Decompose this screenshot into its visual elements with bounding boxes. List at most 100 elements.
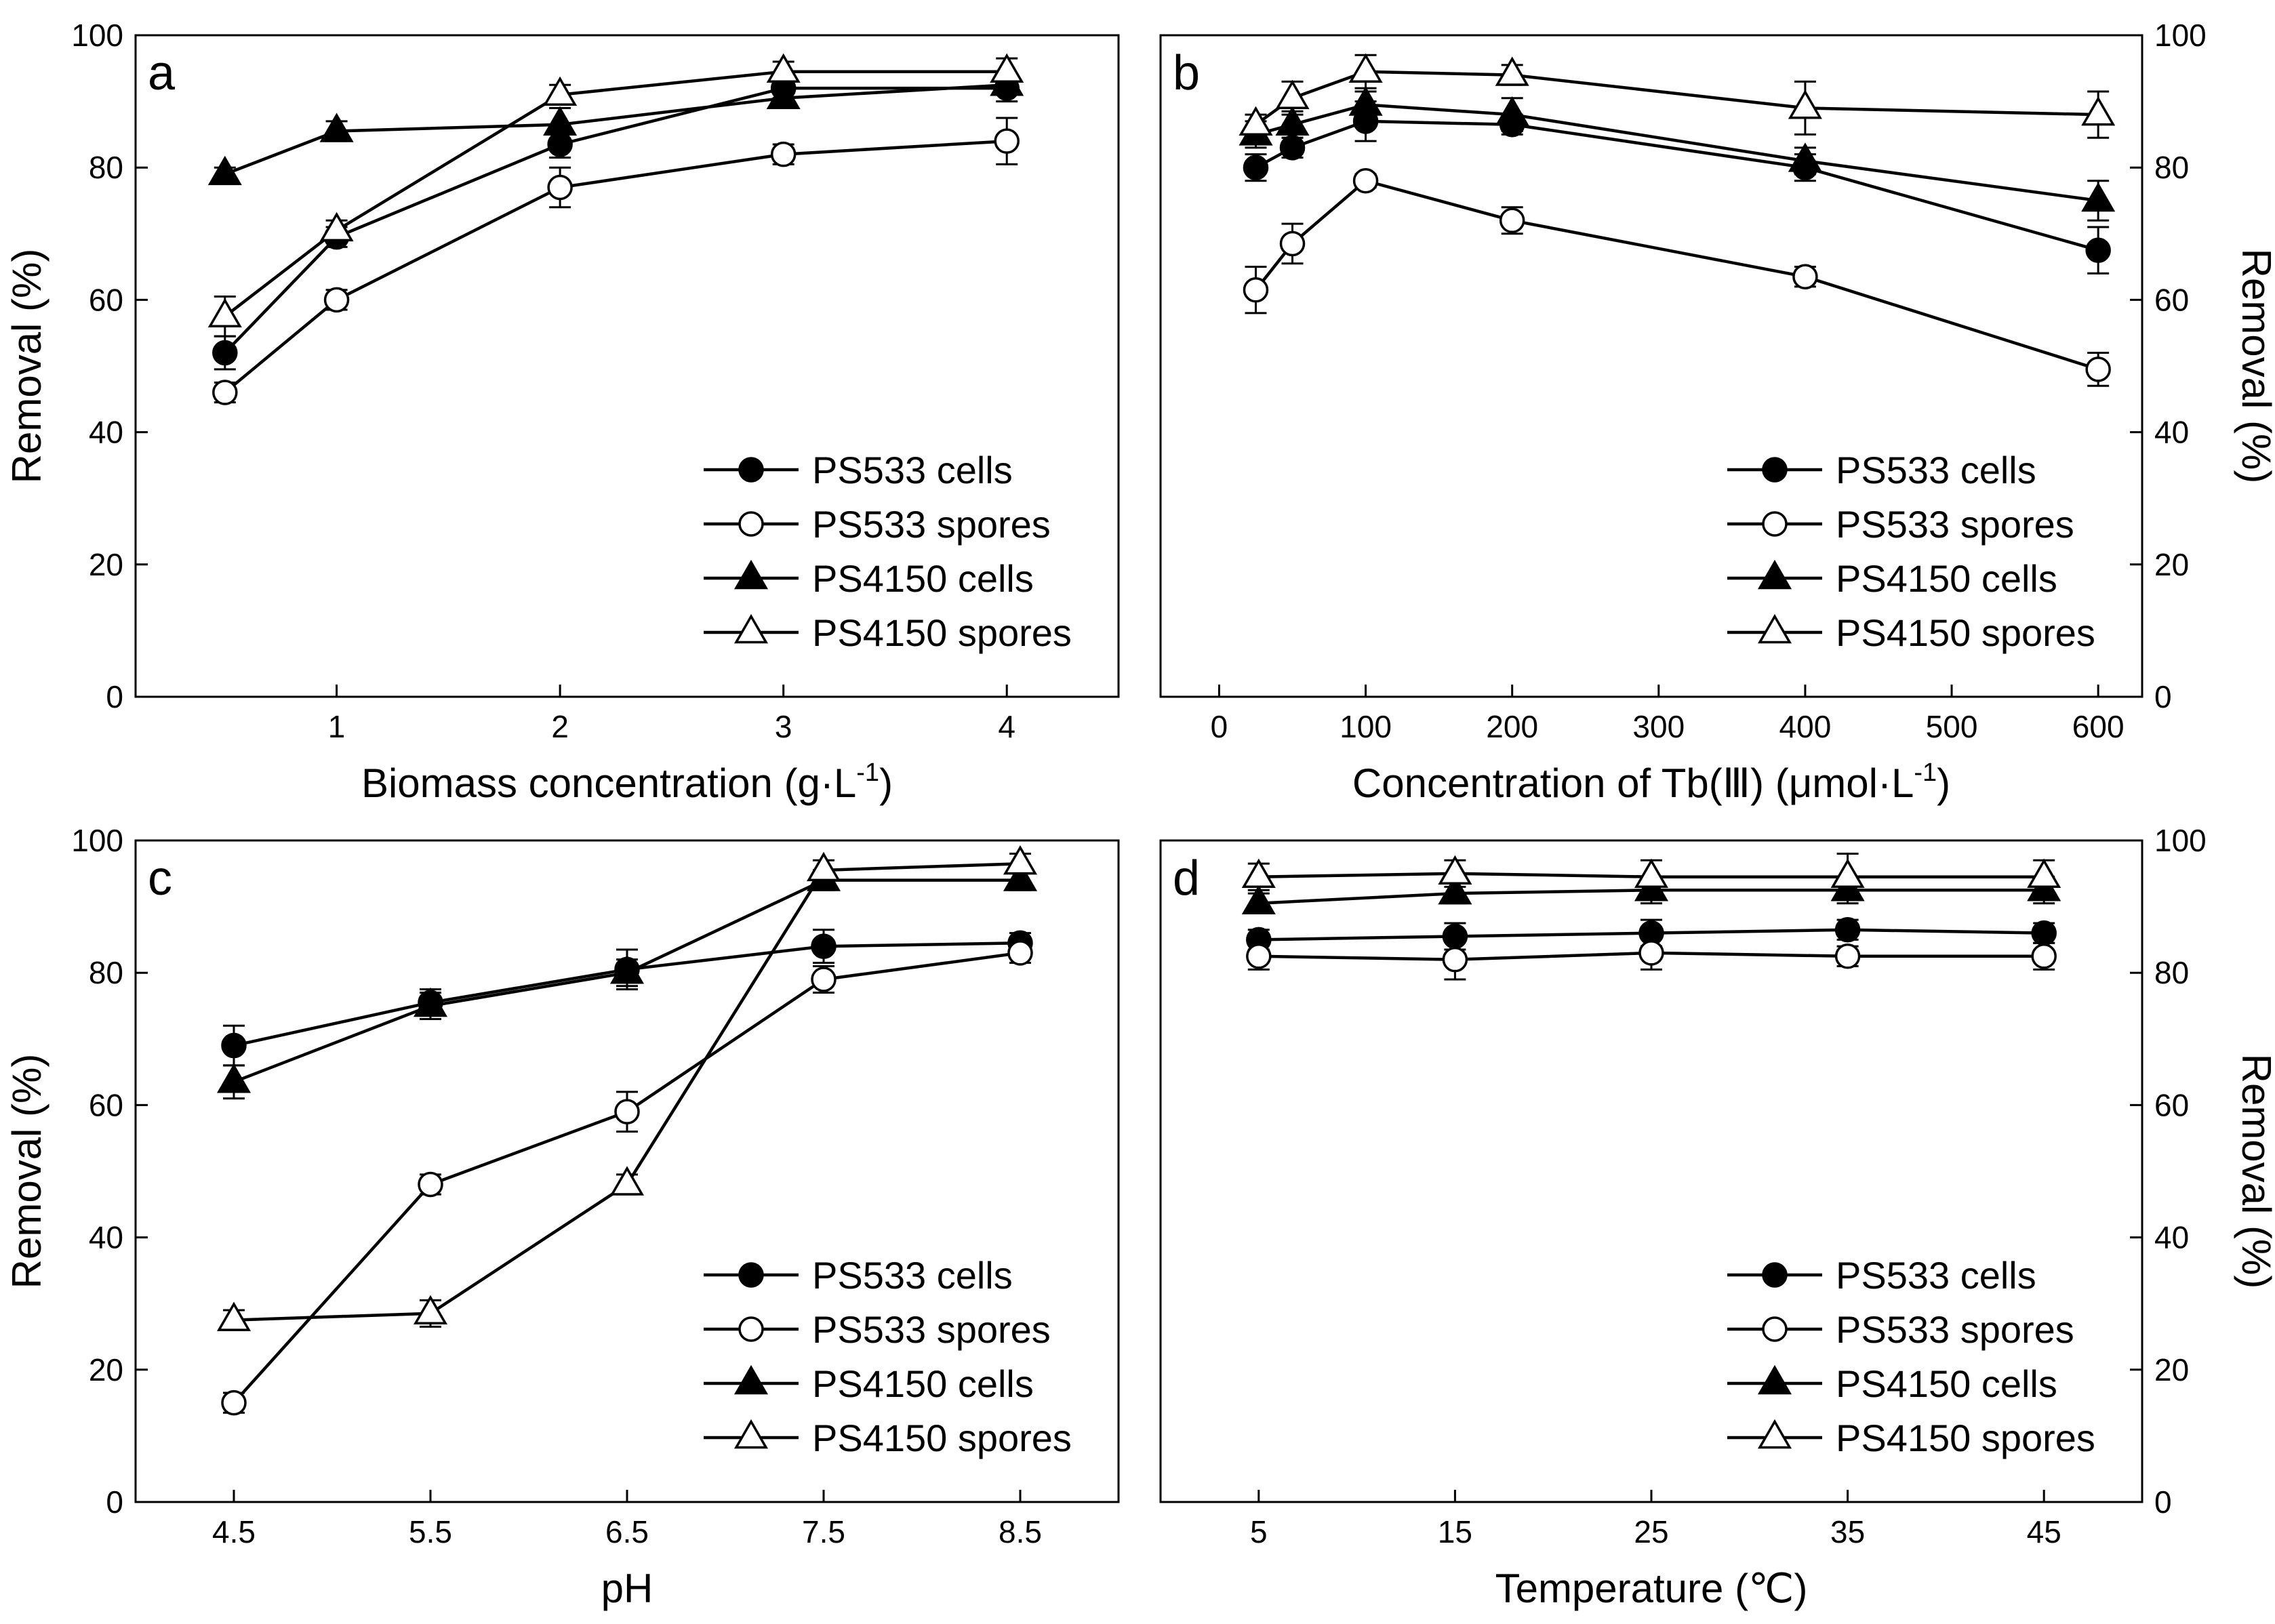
y-tick-label: 60: [89, 282, 123, 317]
x-tick-label: 6.5: [605, 1514, 649, 1549]
data-point: [811, 933, 837, 959]
legend-marker: [733, 613, 769, 644]
data-point: [1834, 943, 1861, 969]
data-point: [207, 298, 242, 328]
y-tick-label: 20: [89, 1352, 123, 1387]
data-point: [1003, 861, 1038, 891]
data-point: [319, 113, 354, 142]
y-tick-label: 20: [2154, 547, 2189, 582]
y-tick-label: 80: [2154, 150, 2189, 185]
legend-marker: [733, 1364, 769, 1395]
data-point: [1352, 167, 1379, 194]
data-point: [2081, 96, 2116, 126]
data-point: [1438, 855, 1472, 885]
x-tick-label: 100: [1340, 709, 1392, 744]
data-point: [418, 1171, 443, 1198]
x-tick-label: 35: [1830, 1514, 1865, 1549]
data-point: [413, 987, 448, 1017]
y-tick-label: 0: [2154, 1484, 2172, 1520]
data-point: [2085, 357, 2111, 382]
data-point: [994, 128, 1020, 154]
x-tick-label: 600: [2072, 709, 2125, 744]
data-point: [1638, 940, 1664, 966]
data-point: [609, 954, 645, 984]
legend-marker: [1762, 1316, 1788, 1342]
legend-marker: [1762, 511, 1788, 537]
panel-c: 4.5 5.5 6.5 7.5 8.5 0 20 40 60 80 100 c pH Removal (%…: [4, 823, 1120, 1611]
data-point: [1788, 89, 1822, 119]
x-tick-label: 500: [1926, 709, 1978, 744]
x-tick-label: 200: [1486, 709, 1538, 744]
data-point: [1499, 207, 1525, 234]
series: [1239, 86, 2116, 222]
legend: PS533 cells PS533 spores PS4150 cells PS415…: [704, 449, 1072, 654]
x-tick-label: 8.5: [999, 1514, 1042, 1549]
data-point: [2085, 237, 2111, 263]
legend-marker: [1762, 457, 1788, 483]
series-line: [224, 139, 1007, 394]
y-tick-label: 20: [2154, 1352, 2189, 1387]
legend-label: PS533 cells: [812, 1254, 1013, 1297]
data-point: [319, 211, 354, 242]
data-point: [609, 1166, 645, 1196]
data-point: [811, 967, 837, 992]
panel-d: 5 15 25 35 45 0 20 40 60 80 100 d Temperature (℃) Rem…: [1159, 823, 2275, 1611]
legend-label: PS4150 cells: [812, 1362, 1034, 1405]
y-axis-label: Removal (%): [2234, 1054, 2275, 1289]
x-tick-label: 7.5: [802, 1514, 845, 1549]
data-point: [990, 53, 1024, 83]
series: [212, 117, 1020, 405]
x-tick-label: 300: [1632, 709, 1685, 744]
legend-label: PS533 cells: [1836, 449, 2036, 491]
x-tick-label: 4: [998, 709, 1015, 744]
data-point: [1239, 106, 1273, 136]
legend: PS533 cells PS533 spores PS4150 cells PS415…: [1727, 449, 2095, 654]
x-tick-label: 15: [1438, 1514, 1472, 1549]
data-point: [207, 155, 242, 186]
y-tick-label: 0: [2154, 679, 2172, 714]
x-tick-label: 4.5: [212, 1514, 256, 1549]
data-point: [1438, 875, 1472, 905]
legend-marker: [1757, 1364, 1792, 1395]
x-tick-label: 400: [1779, 709, 1832, 744]
series: [1239, 53, 2116, 139]
data-point: [1279, 230, 1306, 257]
y-tick-label: 0: [106, 1484, 123, 1520]
x-tick-label: 5.5: [409, 1514, 452, 1549]
data-point: [1246, 943, 1272, 969]
data-point: [1792, 264, 1818, 289]
x-tick-label: 1: [328, 709, 346, 744]
series-line: [1254, 179, 2099, 371]
legend-marker: [738, 1262, 764, 1288]
plot-frame: [134, 34, 1120, 698]
x-axis-label: Temperature (℃): [1495, 1566, 1808, 1611]
series: [221, 929, 1033, 1067]
data-point: [1243, 277, 1269, 303]
data-point: [1348, 86, 1383, 116]
y-tick-label: 100: [2154, 823, 2207, 858]
data-point: [806, 851, 841, 882]
data-point: [221, 1032, 247, 1059]
data-point: [1007, 940, 1033, 966]
y-tick-label: 0: [106, 679, 123, 714]
series: [216, 861, 1038, 1100]
data-point: [543, 76, 578, 106]
data-point: [543, 106, 578, 136]
x-tick-label: 0: [1211, 709, 1228, 744]
data-point: [413, 1295, 448, 1325]
legend: PS533 cells PS533 spores PS4150 cells PS415…: [1727, 1254, 2095, 1459]
legend-label: PS533 spores: [1836, 503, 2074, 546]
panel-letter: c: [148, 851, 172, 906]
data-point: [770, 141, 797, 167]
legend-label: PS533 spores: [812, 503, 1051, 546]
y-tick-label: 60: [2154, 1087, 2189, 1122]
data-point: [2081, 182, 2116, 212]
data-point: [2031, 920, 2057, 946]
series: [221, 940, 1033, 1416]
x-axis-label: pH: [601, 1566, 653, 1611]
data-point: [212, 380, 238, 405]
data-point: [1241, 858, 1276, 888]
data-point: [1788, 142, 1822, 172]
series-line: [1255, 70, 2099, 126]
